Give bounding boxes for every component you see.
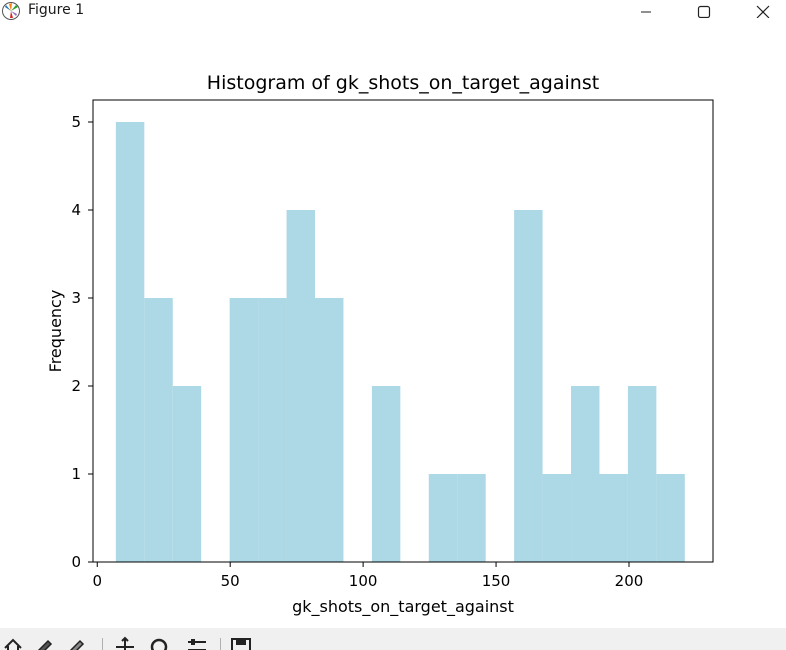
y-tick-label: 4 bbox=[71, 201, 81, 219]
histogram-bar bbox=[314, 298, 344, 562]
histogram-bar bbox=[371, 386, 401, 562]
zoom-button[interactable] bbox=[148, 636, 170, 650]
home-button[interactable] bbox=[2, 636, 24, 650]
configure-subplots-icon bbox=[188, 639, 206, 650]
forward-button[interactable] bbox=[66, 636, 88, 650]
histogram-bar bbox=[656, 474, 685, 562]
histogram-bar bbox=[599, 474, 628, 562]
histogram-bar bbox=[258, 298, 287, 562]
histogram-bar bbox=[627, 386, 657, 562]
histogram-bar bbox=[571, 386, 600, 562]
save-icon bbox=[231, 638, 251, 650]
figure-canvas[interactable]: Histogram of gk_shots_on_target_against … bbox=[0, 22, 786, 628]
save-button[interactable] bbox=[230, 636, 252, 650]
histogram-bar bbox=[115, 122, 145, 562]
histogram-bar bbox=[229, 298, 259, 562]
close-icon bbox=[756, 5, 770, 18]
zoom-icon bbox=[150, 638, 168, 650]
x-tick-label: 100 bbox=[349, 572, 378, 590]
histogram-bar bbox=[286, 210, 315, 562]
maximize-icon bbox=[697, 5, 711, 18]
x-axis-label: gk_shots_on_target_against bbox=[292, 597, 514, 617]
y-tick-label: 5 bbox=[71, 113, 81, 131]
histogram-bar bbox=[542, 474, 572, 562]
x-tick-label: 150 bbox=[482, 572, 511, 590]
toolbar-separator bbox=[102, 638, 103, 650]
x-tick-label: 200 bbox=[615, 572, 644, 590]
y-tick-label: 3 bbox=[71, 289, 81, 307]
minimize-icon bbox=[641, 11, 651, 13]
toolbar-separator bbox=[220, 638, 221, 650]
pan-icon bbox=[116, 636, 134, 650]
maximize-button[interactable] bbox=[681, 0, 727, 22]
x-tick-label: 50 bbox=[221, 572, 240, 590]
navigation-toolbar bbox=[0, 628, 786, 650]
histogram-bar bbox=[172, 386, 202, 562]
configure-subplots-button[interactable] bbox=[186, 636, 208, 650]
close-button[interactable] bbox=[740, 0, 786, 22]
y-axis-label: Frequency bbox=[46, 290, 65, 373]
window-titlebar: Figure 1 bbox=[0, 0, 786, 22]
histogram-bar bbox=[428, 474, 458, 562]
minimize-button[interactable] bbox=[623, 0, 669, 22]
matplotlib-icon bbox=[1, 1, 21, 21]
axes-frame bbox=[92, 99, 714, 563]
y-tick-label: 2 bbox=[71, 377, 81, 395]
forward-icon bbox=[69, 639, 85, 650]
histogram-chart: Histogram of gk_shots_on_target_against … bbox=[46, 72, 714, 617]
y-tick-label: 0 bbox=[71, 553, 81, 571]
y-axis-ticks: 0 1 2 3 4 5 bbox=[71, 113, 93, 571]
histogram-bar bbox=[457, 474, 486, 562]
chart-title: Histogram of gk_shots_on_target_against bbox=[207, 72, 599, 94]
back-button[interactable] bbox=[34, 636, 56, 650]
home-icon bbox=[4, 638, 22, 650]
bars-group bbox=[115, 122, 685, 562]
y-tick-label: 1 bbox=[71, 465, 81, 483]
histogram-bar bbox=[144, 298, 173, 562]
histogram-bar bbox=[514, 210, 543, 562]
x-axis-ticks: 0 50 100 150 200 bbox=[92, 562, 643, 590]
window-title: Figure 1 bbox=[28, 2, 85, 18]
pan-button[interactable] bbox=[114, 636, 136, 650]
x-tick-label: 0 bbox=[92, 572, 102, 590]
back-icon bbox=[37, 639, 53, 650]
